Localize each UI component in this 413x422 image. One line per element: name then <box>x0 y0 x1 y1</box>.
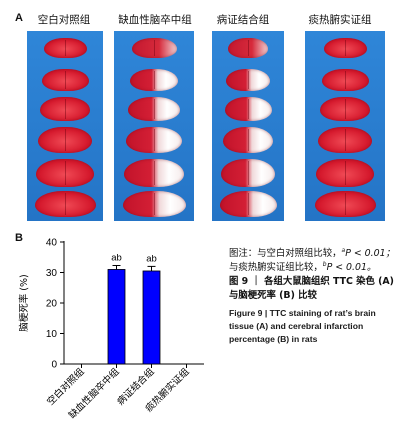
note1-sup: a <box>341 247 346 254</box>
ttc-photo-phlegm <box>305 31 385 221</box>
brain-slice <box>220 191 277 217</box>
figure-title-cn-line2: 与脑梗死率 (B) 比较 <box>229 290 317 301</box>
slice-midline <box>65 71 66 89</box>
slice-midline <box>248 71 249 89</box>
brain-slice <box>42 69 89 91</box>
brain-slice <box>44 38 87 58</box>
note2-suffix: P < 0.01。 <box>326 262 377 273</box>
figure-title-en-line1: Figure 9 | TTC staining of rat’s brain <box>229 308 376 318</box>
y-tick-label: 40 <box>46 238 58 249</box>
y-tick-label: 20 <box>46 299 58 310</box>
y-tick-label: 0 <box>51 360 57 371</box>
slice-midline <box>345 193 346 215</box>
brain-slice <box>228 38 268 58</box>
significance-label: ab <box>111 252 122 263</box>
panel-a-label: A <box>15 12 23 24</box>
slice-midline <box>65 161 66 185</box>
slice-midline <box>345 99 346 119</box>
significance-label: ab <box>146 253 157 264</box>
slice-midline <box>65 129 66 151</box>
note2-prefix: 与痰热腑实证组比较， <box>229 262 323 273</box>
slice-midline <box>154 193 155 215</box>
bar <box>142 270 161 365</box>
brain-slice <box>38 127 92 153</box>
brain-slice <box>35 191 96 217</box>
slice-midline <box>154 99 155 119</box>
panel-b-label: B <box>15 232 23 244</box>
brain-slice <box>130 69 178 91</box>
ttc-photo-stroke <box>114 31 194 221</box>
slice-midline <box>248 40 249 56</box>
brain-slice <box>36 159 94 187</box>
brain-slice <box>315 191 376 217</box>
brain-slice <box>221 159 275 187</box>
note1-prefix: 图注：与空白对照组比较， <box>229 248 342 259</box>
slice-midline <box>248 193 249 215</box>
brain-slice <box>316 159 374 187</box>
y-tick-label: 30 <box>46 268 58 279</box>
group-title-control: 空白对照组 <box>37 14 91 26</box>
slice-midline <box>154 161 155 185</box>
group-title-stroke: 缺血性脑卒中组 <box>118 14 192 26</box>
brain-slice <box>223 127 273 153</box>
brain-slice <box>324 38 367 58</box>
slice-midline <box>345 129 346 151</box>
slice-midline <box>345 161 346 185</box>
slice-midline <box>65 99 66 119</box>
brain-slice <box>132 38 177 58</box>
slice-midline <box>345 40 346 56</box>
brain-slice <box>322 69 369 91</box>
slice-midline <box>248 161 249 185</box>
brain-slice <box>124 159 184 187</box>
figure-title-en-line3: percentage (B) in rats <box>229 334 318 344</box>
y-tick-label: 10 <box>46 329 58 340</box>
slice-midline <box>154 40 155 56</box>
brain-slice <box>123 191 186 217</box>
group-title-combined: 病证结合组 <box>216 14 270 26</box>
brain-slice <box>126 127 182 153</box>
brain-slice <box>128 97 180 121</box>
figure-note-line1: 图注：与空白对照组比较，aP < 0.01； <box>229 244 395 260</box>
ttc-photo-control <box>27 31 103 221</box>
figure-title-cn-line1: 图 9 ｜ 各组大鼠脑组织 TTC 染色 (A) <box>229 276 394 287</box>
brain-slice <box>225 97 272 121</box>
y-axis-label: 脑梗死率 (%) <box>18 274 30 331</box>
brain-slice <box>226 69 270 91</box>
note1-suffix: P < 0.01； <box>345 248 395 259</box>
slice-midline <box>345 71 346 89</box>
slice-midline <box>65 40 66 56</box>
slice-midline <box>248 99 249 119</box>
slice-midline <box>248 129 249 151</box>
figure-note-line2: 与痰热腑实证组比较，bP < 0.01。 <box>229 258 376 274</box>
slice-midline <box>154 129 155 151</box>
figure-title-en-line2: tissue (A) and cerebral infarction <box>229 321 364 331</box>
bar <box>107 269 126 365</box>
group-title-phlegm: 痰热腑实证组 <box>308 14 372 26</box>
note2-sup: b <box>322 261 327 268</box>
slice-midline <box>65 193 66 215</box>
brain-slice <box>40 97 90 121</box>
slice-midline <box>154 71 155 89</box>
brain-slice <box>318 127 372 153</box>
brain-slice <box>320 97 370 121</box>
ttc-photo-combined <box>212 31 284 221</box>
